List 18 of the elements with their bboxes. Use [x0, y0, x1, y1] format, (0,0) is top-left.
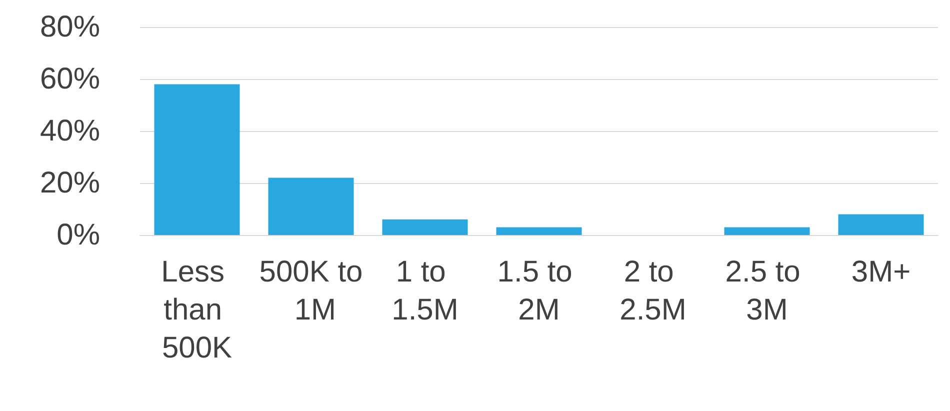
y-tick-label: 40%: [40, 114, 100, 148]
x-tick-label: Less than 500K: [161, 256, 233, 364]
bar: [382, 219, 468, 235]
bar: [496, 227, 582, 235]
y-tick-label: 20%: [40, 166, 100, 200]
x-tick-label: 3M+: [851, 256, 911, 288]
x-tick-label: 2.5 to 3M: [725, 256, 809, 326]
bar: [268, 178, 354, 235]
bar: [154, 84, 240, 235]
y-tick-label: 60%: [40, 62, 100, 96]
y-tick-label: 80%: [40, 10, 100, 44]
y-tick-label: 0%: [56, 218, 100, 252]
x-tick-label: 2 to 2.5M: [620, 256, 686, 326]
bar: [724, 227, 810, 235]
x-tick-label: 1 to 1.5M: [392, 256, 458, 326]
bar: [838, 214, 924, 235]
x-tick-label: 1.5 to 2M: [497, 256, 581, 326]
x-tick-label: 500K to 1M: [259, 256, 363, 326]
